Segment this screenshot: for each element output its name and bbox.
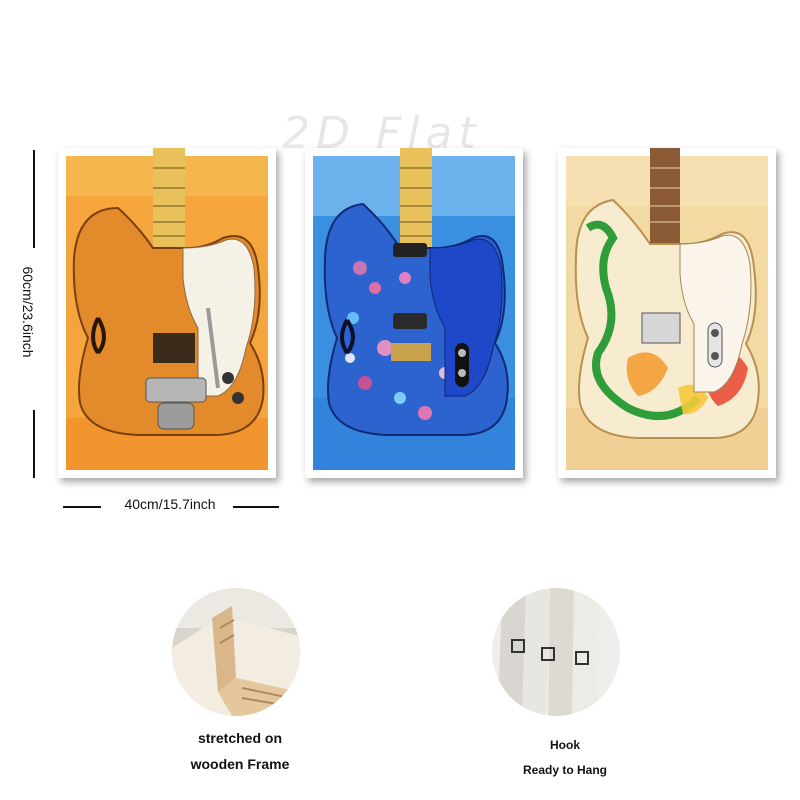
cream-guitar-print [558, 148, 776, 478]
height-dimension-label: 60cm/23.6inch [20, 266, 36, 358]
width-dimension-line-left [63, 506, 101, 508]
wooden-frame-caption-line2: wooden Frame [190, 756, 290, 772]
height-dimension-line-bottom [33, 410, 35, 478]
height-dimension-line-top [33, 150, 35, 248]
hook-caption-line2: Ready to Hang [522, 763, 607, 777]
wooden-frame-caption-line1: stretched on [197, 730, 282, 746]
width-dimension-line-right [233, 506, 279, 508]
blue-guitar-print [305, 148, 523, 478]
width-dimension-label: 40cm/15.7inch [124, 496, 216, 512]
hook-caption-line1: Hook [550, 738, 580, 752]
wooden-frame-photo [172, 588, 300, 716]
hook-photo [492, 588, 620, 716]
orange-guitar-print [58, 148, 276, 478]
